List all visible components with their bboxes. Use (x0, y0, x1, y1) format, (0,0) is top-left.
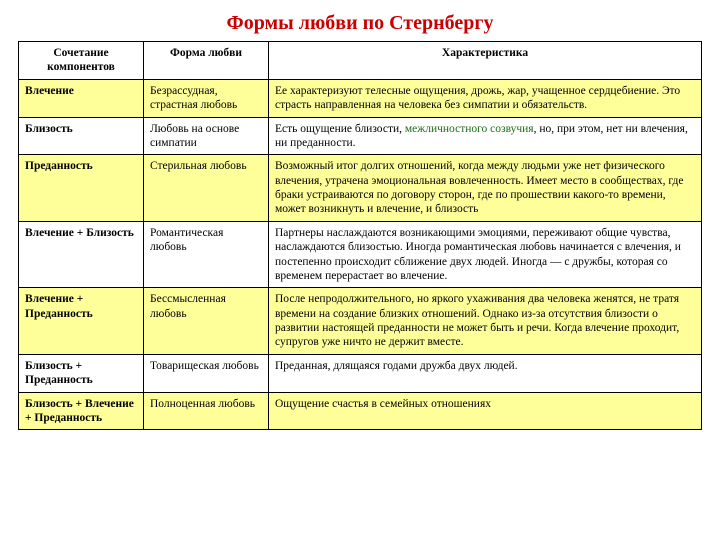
love-forms-table: Сочетание компонентов Форма любви Характ… (18, 41, 702, 430)
col-header-combo: Сочетание компонентов (19, 42, 144, 80)
table-body: ВлечениеБезрассудная, страстная любовьЕе… (19, 79, 702, 430)
cell-desc: Партнеры наслаждаются возникающими эмоци… (269, 221, 702, 288)
cell-desc: После непродолжительного, но яркого ухаж… (269, 288, 702, 355)
table-row: Влечение + БлизостьРомантическая любовьП… (19, 221, 702, 288)
col-header-form: Форма любви (144, 42, 269, 80)
cell-combo: Близость (19, 117, 144, 155)
table-row: БлизостьЛюбовь на основе симпатииЕсть ощ… (19, 117, 702, 155)
accent-text: межличностного созвучия (405, 123, 534, 135)
table-row: Влечение + ПреданностьБессмысленная любо… (19, 288, 702, 355)
cell-combo: Влечение (19, 79, 144, 117)
table-row: ПреданностьСтерильная любовьВозможный ит… (19, 155, 702, 222)
cell-desc: Ощущение счастья в семейных отношениях (269, 392, 702, 430)
cell-form: Любовь на основе симпатии (144, 117, 269, 155)
cell-combo: Преданность (19, 155, 144, 222)
cell-desc: Есть ощущение близости, межличностного с… (269, 117, 702, 155)
cell-form: Полноценная любовь (144, 392, 269, 430)
cell-combo: Влечение + Преданность (19, 288, 144, 355)
cell-combo: Влечение + Близость (19, 221, 144, 288)
table-header-row: Сочетание компонентов Форма любви Характ… (19, 42, 702, 80)
table-row: Близость + ПреданностьТоварищеская любов… (19, 354, 702, 392)
cell-desc: Преданная, длящаяся годами дружба двух л… (269, 354, 702, 392)
cell-form: Безрассудная, страстная любовь (144, 79, 269, 117)
page-title: Формы любви по Стернбергу (18, 12, 702, 35)
cell-desc: Возможный итог долгих отношений, когда м… (269, 155, 702, 222)
cell-form: Бессмысленная любовь (144, 288, 269, 355)
col-header-desc: Характеристика (269, 42, 702, 80)
table-row: Близость + Влечение + ПреданностьПолноце… (19, 392, 702, 430)
cell-desc: Ее характеризуют телесные ощущения, дрож… (269, 79, 702, 117)
cell-combo: Близость + Преданность (19, 354, 144, 392)
cell-combo: Близость + Влечение + Преданность (19, 392, 144, 430)
cell-form: Романтическая любовь (144, 221, 269, 288)
cell-form: Товарищеская любовь (144, 354, 269, 392)
table-row: ВлечениеБезрассудная, страстная любовьЕе… (19, 79, 702, 117)
cell-form: Стерильная любовь (144, 155, 269, 222)
